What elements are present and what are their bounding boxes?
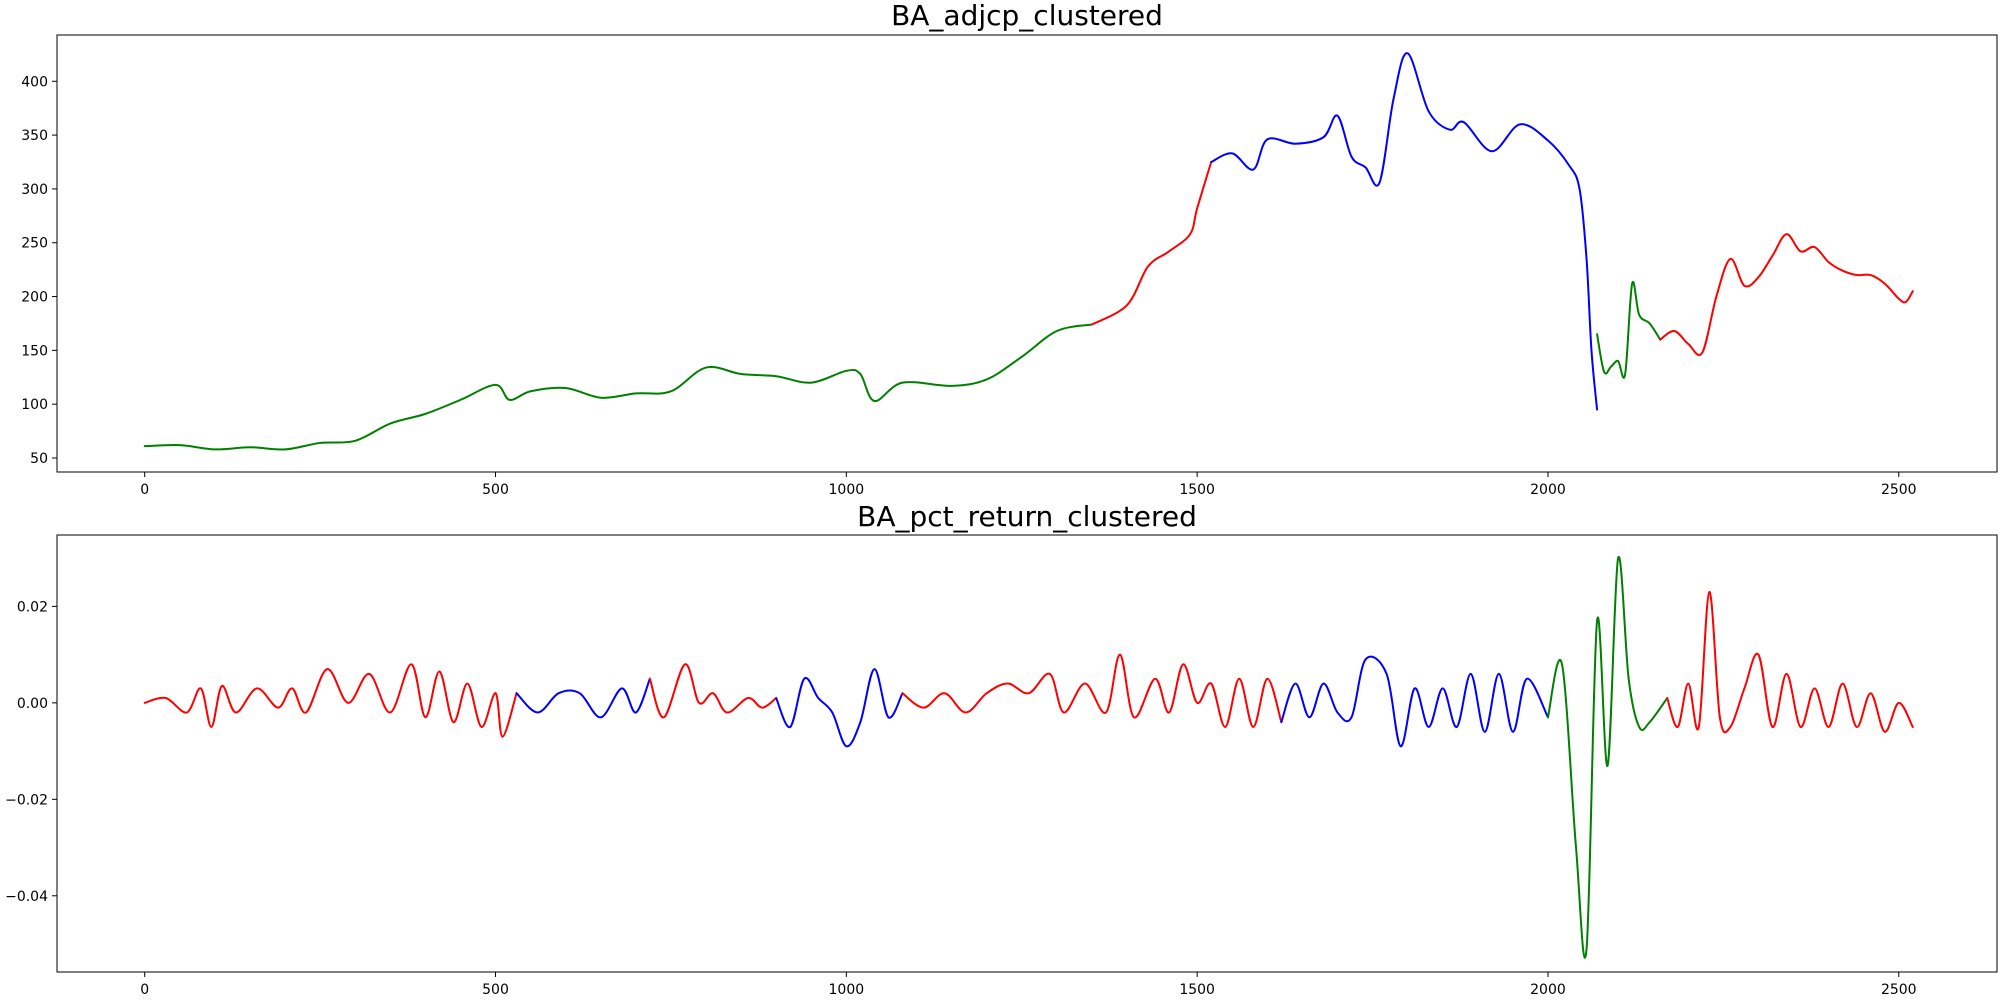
x-tick-label: 0 [140,982,149,998]
x-tick-label: 1000 [829,482,865,498]
x-tick-label: 2500 [1881,982,1917,998]
y-tick-label: 350 [21,128,48,144]
x-tick-label: 1000 [829,982,865,998]
x-tick-label: 500 [482,482,509,498]
series-line-blue [1210,52,1599,411]
x-tick-label: 1500 [1179,982,1215,998]
y-tick-label: 250 [21,236,48,252]
series-line-blue [775,668,904,748]
x-tick-label: 1500 [1179,482,1215,498]
y-axis-top: 50 100 150 200 250 300 350 400 [21,74,57,467]
chart-top: BA_adjcp_clustered 0 500 1000 1500 2000 2500 … [21,0,1998,498]
chart-bottom: BA_pct_return_clustered 0 500 1000 1500 2000… [5,500,1998,998]
series-line-green [1546,555,1669,959]
x-tick-label: 0 [140,482,149,498]
x-tick-label: 2000 [1530,482,1566,498]
x-tick-label: 2000 [1530,982,1566,998]
y-tick-label: 0.02 [17,599,48,615]
series-line-red [1659,233,1914,357]
series-group-top [143,52,1914,451]
y-tick-label: 300 [21,182,48,198]
y-tick-label: 400 [21,74,48,90]
chart-title-top: BA_adjcp_clustered [891,0,1163,32]
series-line-red [1090,161,1213,326]
series-line-red [1666,590,1914,734]
y-tick-label: 50 [30,451,48,467]
axes-frame-bottom [56,534,1998,973]
series-group-bottom [143,555,1914,959]
y-tick-label: −0.02 [5,792,48,808]
y-axis-bottom: −0.04 −0.02 0.00 0.02 [5,599,57,905]
x-tick-label: 500 [482,982,509,998]
series-line-blue [515,677,651,719]
y-tick-label: 200 [21,290,48,306]
x-tick-label: 2500 [1881,482,1917,498]
x-axis-bottom: 0 500 1000 1500 2000 2500 [140,972,1917,998]
series-line-red [901,653,1283,728]
y-tick-label: 100 [21,397,48,413]
series-line-green [1596,280,1662,379]
chart-title-bottom: BA_pct_return_clustered [857,500,1197,533]
series-line-red [143,663,518,738]
series-line-blue [1280,655,1549,748]
series-line-red [648,663,778,719]
y-tick-label: 0.00 [17,696,48,712]
y-tick-label: −0.04 [5,889,48,905]
axes-frame-top [56,34,1998,473]
series-line-green [143,323,1093,451]
y-tick-label: 150 [21,343,48,359]
x-axis-top: 0 500 1000 1500 2000 2500 [140,472,1917,498]
